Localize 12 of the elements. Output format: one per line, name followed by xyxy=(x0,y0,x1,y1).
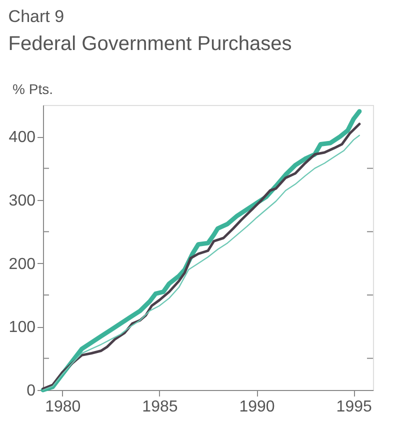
x-tick-label: 1985 xyxy=(142,398,178,416)
y-axis-title: % Pts. xyxy=(12,81,53,97)
chart-subtitle: Federal Government Purchases xyxy=(8,33,292,55)
y-tick-label: 100 xyxy=(8,319,36,336)
y-tick-label: 400 xyxy=(8,129,36,146)
y-tick-label: 300 xyxy=(8,192,36,210)
x-tick-label: 1995 xyxy=(336,398,372,416)
chart-title: Chart 9 xyxy=(8,7,64,26)
x-tick-label: 1990 xyxy=(239,398,275,416)
y-tick-label: 0 xyxy=(26,382,36,400)
y-tick-label: 200 xyxy=(8,256,36,273)
x-tick-label: 1980 xyxy=(45,398,81,416)
